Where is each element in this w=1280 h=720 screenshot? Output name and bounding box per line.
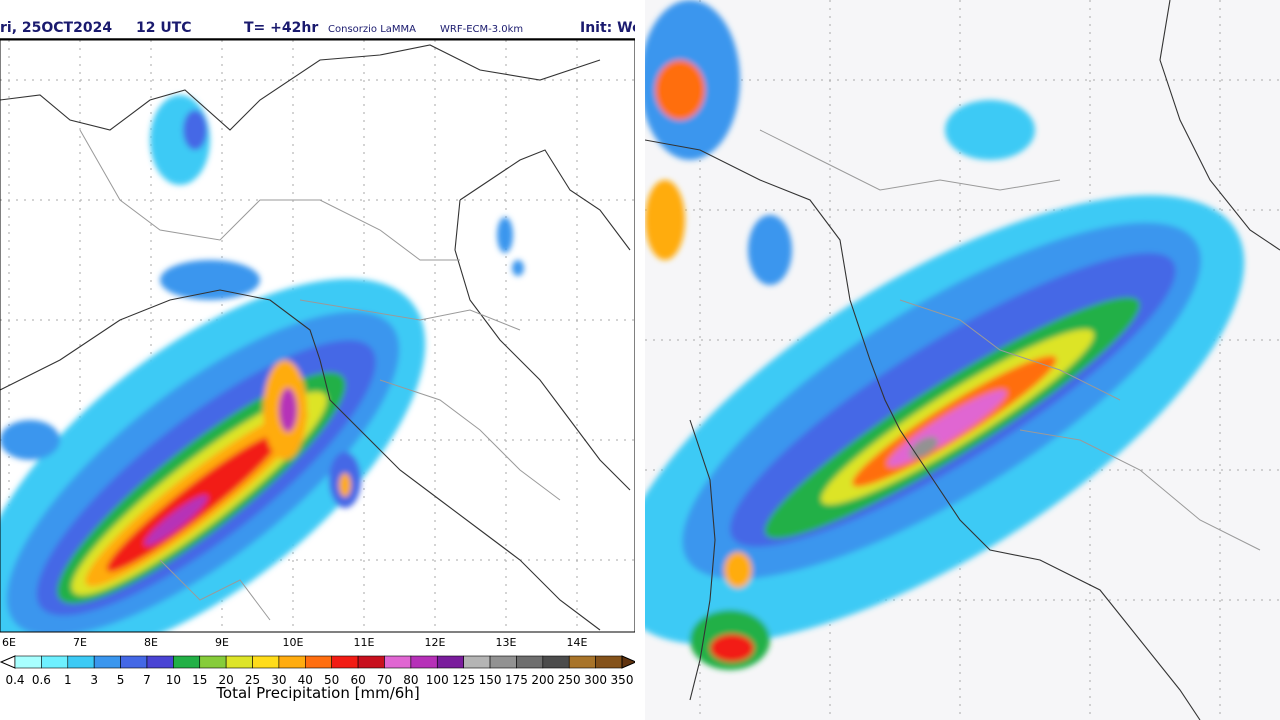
colorbar-segment	[252, 655, 280, 669]
colorbar-segment	[41, 655, 69, 669]
colorbar-segment	[173, 655, 201, 669]
longitude-label: 8E	[144, 636, 158, 649]
colorbar-segment	[331, 655, 359, 669]
colorbar-arrow-right	[621, 655, 638, 669]
colorbar-label: 3	[90, 673, 98, 687]
colorbar-label: 10	[166, 673, 181, 687]
colorbar-segment	[14, 655, 42, 669]
header-date: ri, 25OCT2024	[0, 20, 112, 36]
longitude-labels: 6E 7E 8E 9E 10E 11E 12E 13E 14E	[2, 636, 587, 649]
colorbar-segment	[225, 655, 253, 669]
colorbar-label: 0.4	[5, 673, 24, 687]
header-agency: Consorzio LaMMA	[328, 24, 416, 35]
colorbar-segment	[595, 655, 623, 669]
colorbar-label: 50	[324, 673, 339, 687]
colorbar-segment	[120, 655, 148, 669]
colorbar-label: 0.6	[32, 673, 51, 687]
colorbar-label: 5	[117, 673, 125, 687]
left-panel: ri, 25OCT2024 12 UTC T= +42hr Consorzio …	[0, 20, 642, 702]
colorbar-arrow-left	[0, 655, 16, 669]
colorbar-segment	[542, 655, 570, 669]
colorbar: 0.4 0.6 1 3 5 7 10 15 20 25 30 40 50 60 70 80 100 125 150 1…	[0, 655, 638, 687]
colorbar-label: 80	[403, 673, 418, 687]
colorbar-segment	[67, 655, 95, 669]
longitude-label: 10E	[283, 636, 304, 649]
colorbar-label: 100	[426, 673, 449, 687]
colorbar-segment	[384, 655, 412, 669]
colorbar-segment	[463, 655, 491, 669]
left-map	[0, 40, 635, 632]
borders	[0, 44, 631, 631]
header-forecast-hour: T= +42hr	[244, 20, 318, 36]
header-time: 12 UTC	[136, 20, 192, 36]
header-init: Init: We	[580, 20, 642, 36]
right-map	[645, 0, 1280, 720]
borders-right	[645, 0, 1280, 720]
colorbar-label: 20	[218, 673, 233, 687]
precipitation-field-right	[645, 0, 1245, 670]
longitude-label: 14E	[567, 636, 588, 649]
colorbar-segment	[489, 655, 517, 669]
colorbar-segment	[436, 655, 464, 669]
colorbar-label: 150	[479, 673, 502, 687]
longitude-label: 12E	[425, 636, 446, 649]
colorbar-segment	[199, 655, 227, 669]
colorbar-segment	[357, 655, 385, 669]
longitude-label: 6E	[2, 636, 16, 649]
colorbar-label: 1	[64, 673, 72, 687]
colorbar-segment	[305, 655, 332, 669]
colorbar-label: 15	[192, 673, 207, 687]
longitude-label: 13E	[496, 636, 517, 649]
colorbar-segment	[568, 655, 596, 669]
colorbar-label: 40	[298, 673, 313, 687]
colorbar-label: 25	[245, 673, 260, 687]
longitude-label: 7E	[73, 636, 87, 649]
precipitation-field	[0, 95, 524, 632]
colorbar-title: Total Precipitation [mm/6h]	[215, 684, 419, 702]
longitude-label: 9E	[215, 636, 229, 649]
colorbar-segment	[410, 655, 438, 669]
colorbar-label: 300	[584, 673, 607, 687]
colorbar-label: 125	[452, 673, 475, 687]
colorbar-label: 250	[558, 673, 581, 687]
colorbar-segment	[278, 655, 306, 669]
colorbar-segment	[146, 655, 174, 669]
panel-gap	[635, 0, 645, 720]
colorbar-label: 7	[143, 673, 151, 687]
colorbar-label: 200	[531, 673, 554, 687]
header-model: WRF-ECM-3.0km	[440, 24, 523, 35]
colorbar-segment	[93, 655, 121, 669]
colorbar-label: 30	[271, 673, 286, 687]
colorbar-label: 60	[350, 673, 365, 687]
colorbar-label: 350	[611, 673, 634, 687]
longitude-label: 11E	[354, 636, 375, 649]
colorbar-label: 175	[505, 673, 528, 687]
colorbar-segment	[516, 655, 544, 669]
colorbar-label: 70	[377, 673, 392, 687]
